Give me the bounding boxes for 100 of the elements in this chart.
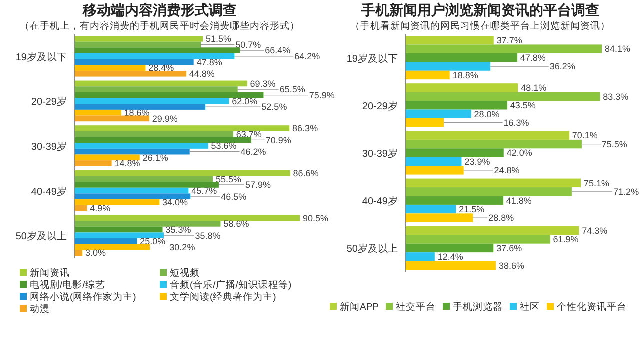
bar bbox=[75, 104, 206, 110]
bar bbox=[406, 101, 508, 110]
data-label: 12.4% bbox=[438, 252, 464, 262]
data-label: 37.7% bbox=[496, 36, 522, 46]
bar bbox=[75, 188, 189, 194]
bar bbox=[75, 232, 164, 239]
y-tick-label: 40-49岁 bbox=[362, 196, 398, 208]
y-tick-label: 30-39岁 bbox=[31, 141, 67, 153]
bar bbox=[75, 110, 122, 116]
data-label: 83.3% bbox=[603, 92, 629, 102]
bar bbox=[75, 215, 300, 222]
bar bbox=[75, 70, 186, 77]
data-label: 37.6% bbox=[496, 243, 522, 254]
bar bbox=[75, 226, 163, 233]
bar bbox=[75, 137, 252, 144]
data-label: 18.8% bbox=[452, 70, 478, 80]
data-label: 50.7% bbox=[236, 40, 262, 50]
legend-label: 短视频 bbox=[170, 267, 200, 279]
data-label: 28.4% bbox=[148, 63, 174, 74]
data-label: 86.3% bbox=[292, 124, 318, 134]
bar bbox=[75, 59, 194, 66]
chart-subtitle: （手机看新闻资讯的网民习惯在哪类平台上浏览新闻资讯） bbox=[350, 20, 610, 32]
legend-label: 音频(音乐/广播/知识课程等) bbox=[170, 279, 292, 291]
bar bbox=[75, 48, 240, 54]
data-label: 35.3% bbox=[166, 224, 192, 235]
y-tick-label: 40-49岁 bbox=[31, 186, 67, 198]
bar bbox=[75, 170, 290, 176]
bar bbox=[406, 148, 504, 158]
bar bbox=[406, 53, 518, 62]
bar bbox=[406, 178, 582, 188]
data-label: 21.5% bbox=[459, 204, 485, 214]
data-label: 52.5% bbox=[262, 102, 288, 112]
bar bbox=[75, 86, 238, 92]
bar bbox=[75, 154, 140, 161]
data-label: 28.0% bbox=[474, 109, 500, 120]
data-label: 47.8% bbox=[520, 52, 546, 63]
data-label: 43.5% bbox=[510, 100, 536, 111]
data-label: 48.1% bbox=[521, 83, 547, 94]
data-label: 58.6% bbox=[224, 219, 250, 230]
data-label: 90.5% bbox=[303, 213, 329, 224]
data-label: 18.6% bbox=[124, 108, 150, 118]
y-tick-label: 50岁及以上 bbox=[346, 243, 398, 256]
data-label: 34.0% bbox=[162, 198, 188, 208]
bar bbox=[406, 235, 550, 244]
bar bbox=[75, 200, 160, 206]
bar bbox=[75, 182, 219, 188]
data-label: 57.9% bbox=[246, 180, 272, 190]
bar bbox=[75, 148, 190, 155]
bar bbox=[75, 53, 235, 60]
data-label: 36.2% bbox=[550, 62, 576, 72]
bar bbox=[406, 140, 582, 149]
chart-title: 移动端内容消费形式调查 bbox=[82, 2, 237, 18]
bar bbox=[406, 244, 494, 253]
data-label: 35.8% bbox=[195, 230, 221, 241]
bar bbox=[75, 126, 290, 132]
bar bbox=[406, 92, 600, 102]
y-tick-label: 20-29岁 bbox=[362, 100, 398, 112]
data-label: 25.0% bbox=[140, 236, 166, 247]
data-label: 55.5% bbox=[216, 174, 242, 184]
legend-label: 社区 bbox=[520, 301, 540, 313]
chart-subtitle: （在手机上，有内容消费的手机网民平时会消费哪些内容形式） bbox=[20, 20, 300, 32]
data-label: 3.0% bbox=[85, 248, 106, 258]
data-label: 69.3% bbox=[250, 78, 276, 89]
data-label: 30.2% bbox=[170, 242, 196, 252]
y-tick-label: 30-39岁 bbox=[362, 148, 398, 160]
legend-label: 文学阅读(经典著作为主) bbox=[170, 291, 276, 303]
data-label: 65.5% bbox=[280, 84, 306, 95]
data-label: 45.7% bbox=[192, 186, 218, 196]
data-label: 61.9% bbox=[553, 234, 579, 245]
data-label: 70.1% bbox=[572, 130, 598, 141]
chart-title: 手机新闻用户浏览新闻资讯的平台调查 bbox=[360, 2, 600, 18]
bar bbox=[75, 143, 208, 149]
bar bbox=[406, 62, 490, 71]
data-label: 62.0% bbox=[232, 96, 258, 106]
bar bbox=[75, 116, 150, 122]
bar bbox=[75, 80, 248, 87]
y-tick-label: 20-29岁 bbox=[31, 96, 67, 108]
legend-label: 动漫 bbox=[30, 303, 50, 315]
data-label: 74.3% bbox=[582, 226, 608, 236]
data-label: 47.8% bbox=[196, 57, 222, 68]
bar bbox=[75, 131, 234, 138]
bar bbox=[75, 250, 82, 256]
data-label: 64.2% bbox=[294, 52, 320, 62]
legend-label: 电视剧/电影/综艺 bbox=[30, 279, 106, 291]
bar bbox=[75, 238, 138, 244]
data-label: 70.9% bbox=[266, 135, 292, 146]
data-label: 71.2% bbox=[614, 187, 640, 198]
bar bbox=[406, 118, 444, 128]
bar bbox=[75, 205, 88, 212]
bar bbox=[406, 214, 474, 222]
bar bbox=[75, 42, 202, 48]
legend-label: 手机浏览器 bbox=[453, 301, 504, 313]
data-label: 53.6% bbox=[211, 141, 237, 152]
data-label: 66.4% bbox=[265, 46, 291, 56]
bar bbox=[75, 98, 230, 104]
bar bbox=[75, 194, 191, 200]
bar bbox=[75, 36, 204, 42]
data-label: 84.1% bbox=[605, 44, 631, 54]
data-label: 24.8% bbox=[494, 166, 520, 176]
bar bbox=[75, 160, 112, 166]
